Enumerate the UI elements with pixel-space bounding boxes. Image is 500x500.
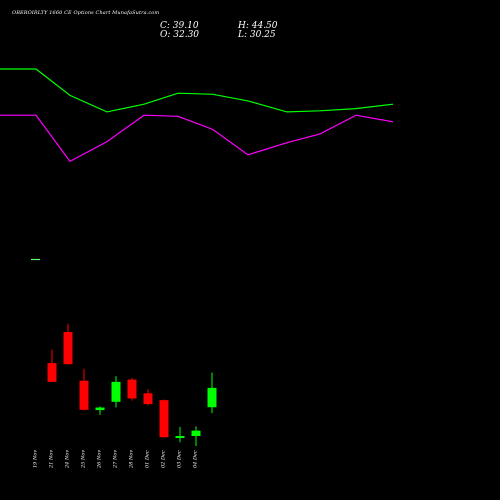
candle-body — [79, 380, 89, 410]
candle-body — [47, 363, 57, 382]
candle — [143, 389, 153, 406]
candle — [47, 349, 57, 382]
candle-body — [191, 430, 201, 437]
candle-body — [143, 393, 153, 405]
candle — [127, 377, 137, 401]
candle-body — [63, 332, 73, 365]
candle-body — [175, 436, 185, 439]
chart-title: OBEROIRLTY 1660 CE Options Chart MunafaS… — [12, 10, 160, 16]
candle-body — [95, 407, 105, 411]
candle — [207, 372, 217, 414]
x-tick-label: 25 Nov — [81, 450, 87, 469]
candle — [79, 368, 89, 411]
low-value: L: 30.25 — [238, 30, 276, 40]
x-tick-label: 04 Dec — [193, 450, 199, 468]
x-tick-label: 02 Dec — [161, 450, 167, 468]
candle — [191, 426, 201, 446]
candle — [175, 426, 185, 443]
indicator-line — [0, 114, 394, 163]
x-tick-label: 19 Nov — [33, 450, 39, 468]
indicator-line — [0, 68, 394, 113]
candlesticks — [47, 323, 217, 446]
candle — [159, 399, 169, 438]
x-tick-label: 01 Dec — [145, 450, 151, 468]
x-tick-label: 21 Nov — [49, 450, 55, 469]
x-tick-label: 24 Nov — [65, 450, 71, 469]
x-tick-label: 03 Dec — [177, 450, 183, 468]
candle-body — [207, 387, 217, 408]
candle — [95, 406, 105, 415]
candle-body — [127, 379, 137, 399]
close-value: C: 39.10 — [160, 21, 199, 31]
candle-body — [159, 400, 169, 438]
overlay-lines — [0, 68, 394, 261]
candle — [111, 376, 121, 408]
candle — [63, 323, 73, 365]
x-tick-label: 27 Nov — [113, 450, 119, 469]
x-tick-label: 26 Nov — [97, 450, 103, 469]
high-value: H: 44.50 — [238, 21, 278, 31]
open-value: O: 32.30 — [160, 30, 200, 40]
x-axis-labels: 19 Nov 21 Nov 24 Nov 25 Nov 26 Nov 27 Nov 28 N… — [33, 450, 199, 469]
candle-body — [111, 381, 121, 402]
x-tick-label: 28 Nov — [129, 450, 135, 469]
